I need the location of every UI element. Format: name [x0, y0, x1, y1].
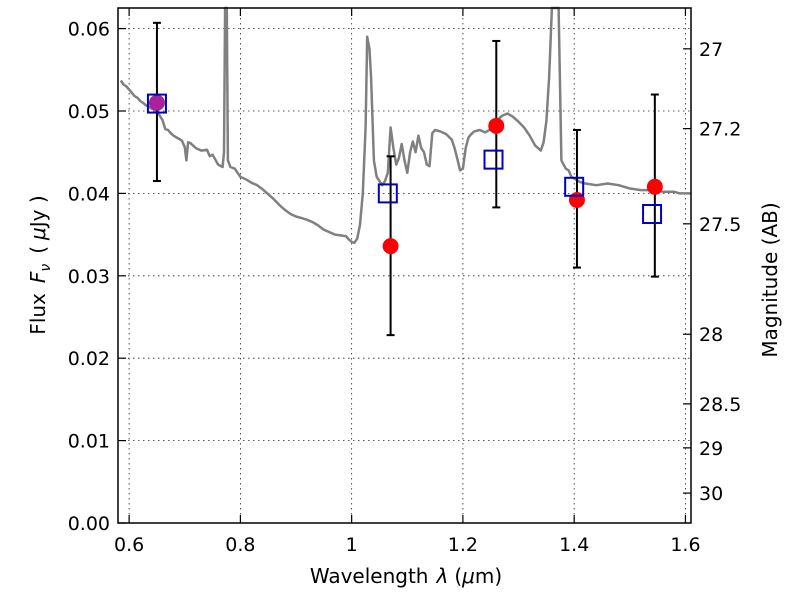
y2-tick-label: 27.2	[699, 119, 741, 141]
x-tick-label: 1.6	[670, 534, 700, 556]
y2-tick-label: 30	[699, 483, 723, 505]
y-tick-label: 0.00	[68, 513, 110, 535]
y2-tick-label: 27.5	[699, 214, 741, 236]
observed-point	[646, 178, 663, 195]
observed-point	[488, 117, 505, 134]
plot-area	[119, 6, 691, 337]
y2-tick-label: 28.5	[699, 394, 741, 416]
model-spectrum-line	[119, 6, 691, 245]
y-tick-label: 0.06	[68, 19, 110, 41]
x-tick-label: 1.4	[559, 534, 589, 556]
y2-axis-label: Magnitude (AB)	[758, 202, 782, 357]
axes: 0.6 0.8 1 1.2 1.4 1.6 0.00 0.01 0.02 0.03 0.04 0.05…	[68, 8, 741, 556]
x-tick-label: 1	[346, 534, 358, 556]
observed-point	[382, 238, 399, 255]
x-tick-label: 0.8	[225, 534, 255, 556]
y-axis-label: FluxFν(μJy )	[26, 195, 54, 334]
y-tick-label: 0.02	[68, 348, 110, 370]
y-tick-label: 0.01	[68, 431, 110, 453]
model-photometry-square	[483, 149, 504, 170]
model-photometry-square	[146, 93, 167, 114]
y2-tick-label: 27	[699, 39, 723, 61]
y2-tick-label: 29	[699, 438, 723, 460]
y-tick-label: 0.05	[68, 101, 110, 123]
model-photometry-square	[642, 204, 663, 224]
x-axis-label: Wavelength λ (μm)	[310, 564, 502, 588]
x-tick-label: 0.6	[114, 534, 144, 556]
y2-tick-label: 28	[699, 324, 723, 346]
model-photometry-square	[377, 183, 398, 204]
model-photometry-square	[564, 176, 585, 197]
y-tick-label: 0.04	[68, 183, 110, 205]
x-tick-label: 1.2	[448, 534, 478, 556]
observed-point	[148, 94, 165, 111]
plot-frame	[117, 7, 692, 524]
y-tick-label: 0.03	[68, 266, 110, 288]
